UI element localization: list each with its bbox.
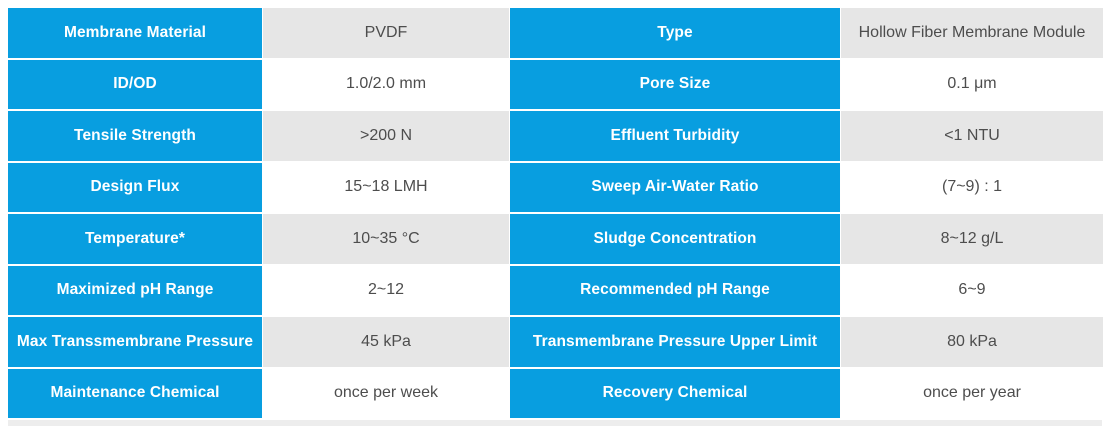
spec-value-cell: <1 NTU	[841, 111, 1103, 161]
table-row: Max Transsmembrane Pressure 45 kPa Trans…	[8, 317, 1103, 367]
table-row: Maintenance Chemical once per week Recov…	[8, 368, 1103, 418]
spec-label-cell: Temperature*	[8, 214, 262, 264]
spec-label-cell: Sweep Air-Water Ratio	[510, 162, 840, 212]
spec-value-cell: 2~12	[263, 265, 509, 315]
spec-label-cell: ID/OD	[8, 59, 262, 109]
spec-value-cell: 15~18 LMH	[263, 162, 509, 212]
spec-value-cell: 0.1 μm	[841, 59, 1103, 109]
spec-value-cell: 1.0/2.0 mm	[263, 59, 509, 109]
spec-label-cell: Transmembrane Pressure Upper Limit	[510, 317, 840, 367]
spec-value-cell: once per week	[263, 368, 509, 418]
spec-value-cell: (7~9) : 1	[841, 162, 1103, 212]
spec-label-cell: Tensile Strength	[8, 111, 262, 161]
spec-label-cell: Max Transsmembrane Pressure	[8, 317, 262, 367]
spec-value-cell: 6~9	[841, 265, 1103, 315]
spec-label-cell: Effluent Turbidity	[510, 111, 840, 161]
spec-label-cell: Maximized pH Range	[8, 265, 262, 315]
spec-label-cell: Maintenance Chemical	[8, 368, 262, 418]
table-row: ID/OD 1.0/2.0 mm Pore Size 0.1 μm	[8, 59, 1103, 109]
spec-value-cell: >200 N	[263, 111, 509, 161]
spec-value-cell: 10~35 °C	[263, 214, 509, 264]
table-row: Design Flux 15~18 LMH Sweep Air-Water Ra…	[8, 162, 1103, 212]
spec-label-cell: Sludge Concentration	[510, 214, 840, 264]
spec-label-cell: Recommended pH Range	[510, 265, 840, 315]
spec-value-cell: PVDF	[263, 8, 509, 58]
spec-value-cell: 45 kPa	[263, 317, 509, 367]
membrane-spec-table: Membrane Material PVDF Type Hollow Fiber…	[8, 8, 1103, 418]
spec-value-cell: Hollow Fiber Membrane Module	[841, 8, 1103, 58]
spec-label-cell: Type	[510, 8, 840, 58]
table-row: Temperature* 10~35 °C Sludge Concentrati…	[8, 214, 1103, 264]
spec-label-cell: Design Flux	[8, 162, 262, 212]
table-row: Membrane Material PVDF Type Hollow Fiber…	[8, 8, 1103, 58]
spec-label-cell: Membrane Material	[8, 8, 262, 58]
spec-value-cell: 8~12 g/L	[841, 214, 1103, 264]
cutoff-next-row-strip	[8, 420, 1102, 426]
spec-label-cell: Pore Size	[510, 59, 840, 109]
spec-label-cell: Recovery Chemical	[510, 368, 840, 418]
spec-value-cell: once per year	[841, 368, 1103, 418]
table-row: Tensile Strength >200 N Effluent Turbidi…	[8, 111, 1103, 161]
spec-value-cell: 80 kPa	[841, 317, 1103, 367]
table-row: Maximized pH Range 2~12 Recommended pH R…	[8, 265, 1103, 315]
